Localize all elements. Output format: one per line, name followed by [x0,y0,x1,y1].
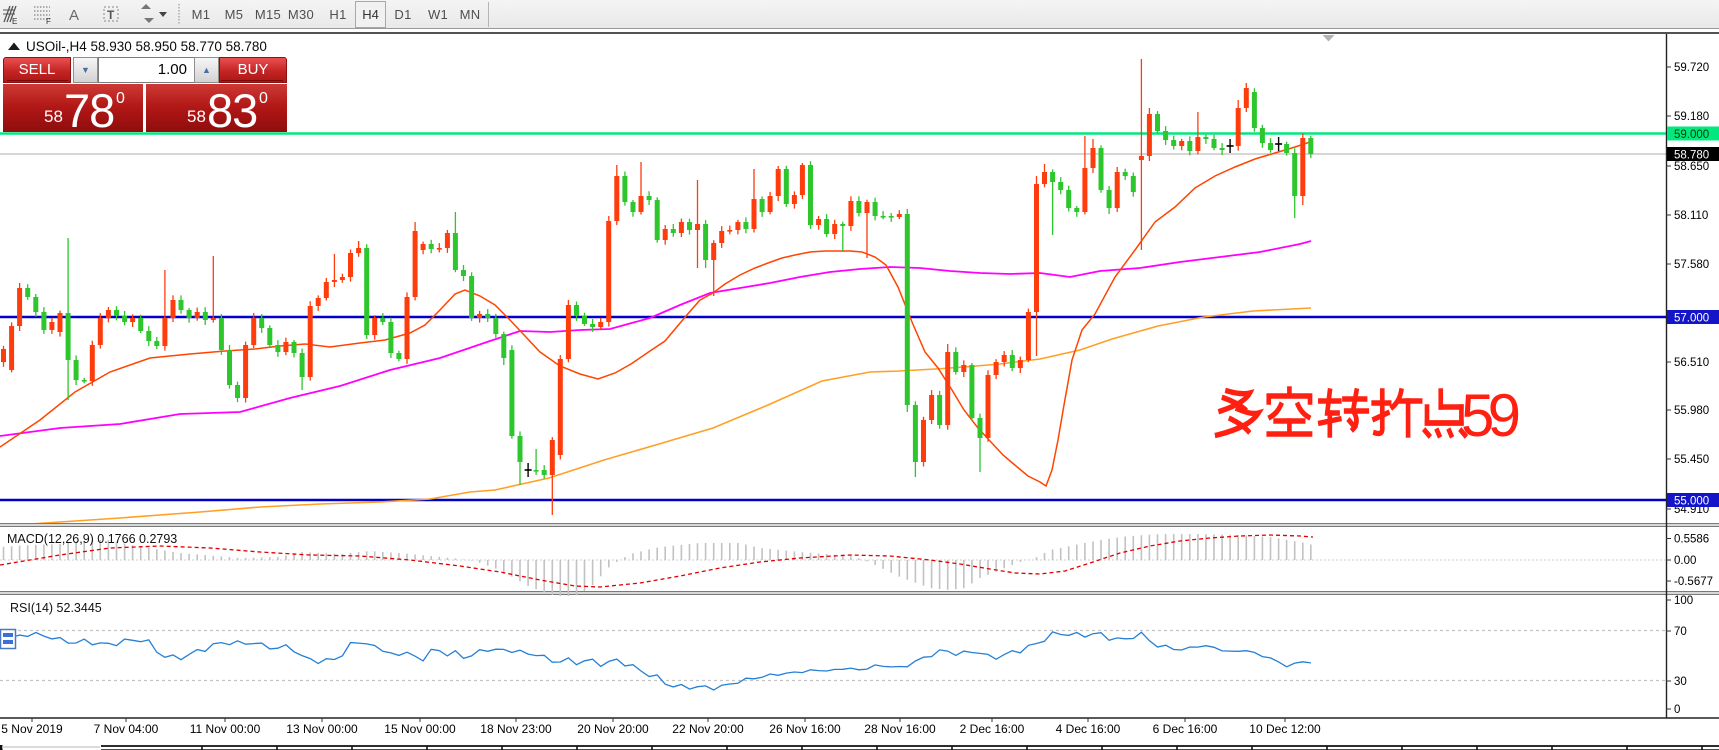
svg-text:MACD(12,26,9) 0.1766 0.2793: MACD(12,26,9) 0.1766 0.2793 [7,532,177,546]
svg-text:15 Nov 00:00: 15 Nov 00:00 [384,722,456,736]
svg-text:55.980: 55.980 [1674,405,1709,417]
svg-text:57.000: 57.000 [1674,313,1709,325]
svg-text:58.650: 58.650 [1674,161,1709,173]
svg-text:70: 70 [1674,626,1687,638]
svg-text:57.580: 57.580 [1674,259,1709,271]
svg-text:18 Nov 23:00: 18 Nov 23:00 [480,722,552,736]
svg-text:10 Dec 12:00: 10 Dec 12:00 [1249,722,1321,736]
svg-text:59.180: 59.180 [1674,111,1709,123]
svg-text:T: T [107,8,115,22]
svg-text:22 Nov 20:00: 22 Nov 20:00 [672,722,744,736]
svg-text:28 Nov 16:00: 28 Nov 16:00 [864,722,936,736]
svg-text:-0.5677: -0.5677 [1674,576,1713,588]
svg-text:56.510: 56.510 [1674,357,1709,369]
svg-text:55.450: 55.450 [1674,454,1709,466]
svg-text:0.00: 0.00 [1674,555,1696,567]
svg-text:5 Nov 2019: 5 Nov 2019 [1,722,63,736]
svg-text:0: 0 [1674,704,1680,716]
svg-text:11 Nov 00:00: 11 Nov 00:00 [190,722,261,736]
svg-text:13 Nov 00:00: 13 Nov 00:00 [286,722,358,736]
svg-text:6 Dec 16:00: 6 Dec 16:00 [1153,722,1218,736]
svg-text:59.720: 59.720 [1674,62,1709,74]
svg-text:RSI(14) 52.3445: RSI(14) 52.3445 [10,601,102,615]
svg-text:0.5586: 0.5586 [1674,534,1709,546]
svg-text:59.000: 59.000 [1674,129,1709,141]
svg-text:59: 59 [1461,382,1521,449]
svg-text:A: A [69,7,79,24]
svg-text:4 Dec 16:00: 4 Dec 16:00 [1056,722,1121,736]
svg-text:E: E [12,17,17,26]
svg-text:26 Nov 16:00: 26 Nov 16:00 [769,722,841,736]
svg-text:20 Nov 20:00: 20 Nov 20:00 [577,722,649,736]
svg-text:2 Dec 16:00: 2 Dec 16:00 [960,722,1025,736]
svg-text:58.110: 58.110 [1674,210,1708,222]
svg-text:58.780: 58.780 [1674,150,1709,162]
svg-text:USOil-,H4 58.930 58.950 58.77: USOil-,H4 58.930 58.950 58.770 58.780 [26,39,267,54]
svg-text:100: 100 [1674,595,1693,607]
svg-text:7 Nov 04:00: 7 Nov 04:00 [94,722,159,736]
svg-text:30: 30 [1674,676,1687,688]
svg-text:55.000: 55.000 [1674,496,1709,508]
svg-text:F: F [46,17,51,26]
